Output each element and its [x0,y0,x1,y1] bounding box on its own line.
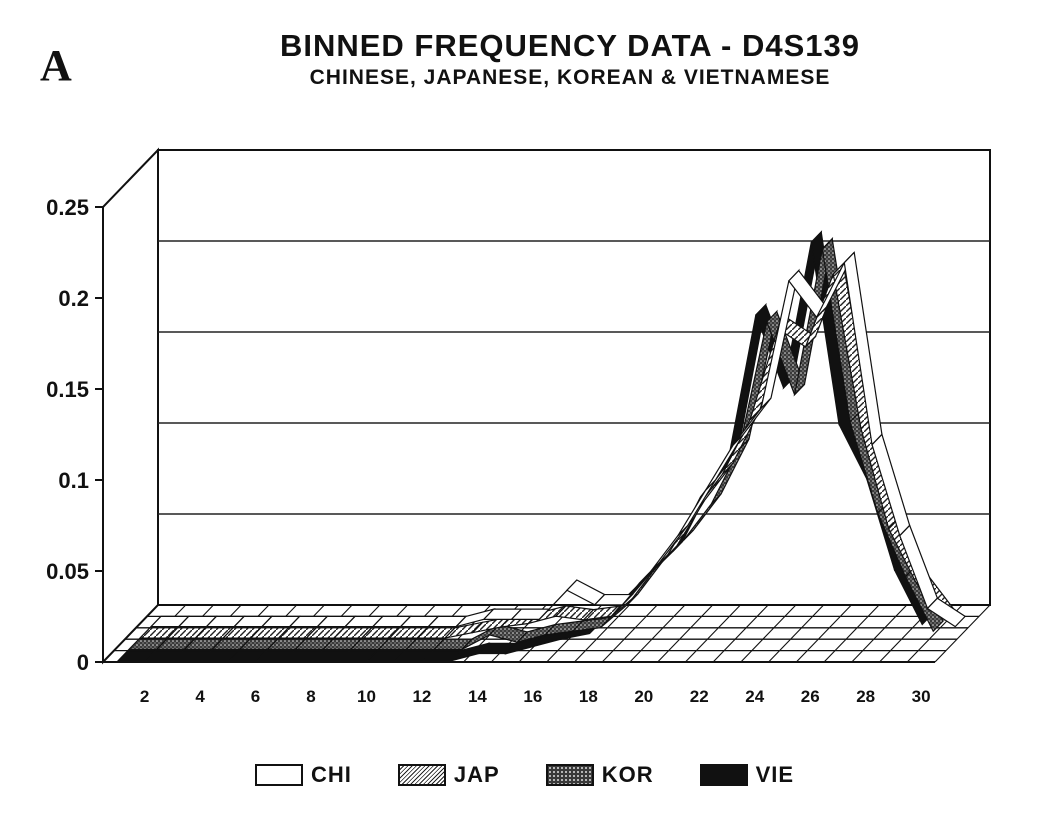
x-tick-label-14: 14 [468,687,487,706]
chart-title: BINNED FREQUENCY DATA - D4S139 [279,28,861,63]
floor-line-x-21 [685,604,741,663]
y-tick-label-5: 0.25 [46,195,89,220]
x-tick-label-18: 18 [579,687,598,706]
series-jap-ribbon [138,262,955,640]
legend: CHI JAP KOR VIE [255,762,794,788]
floor-line-x-30 [934,604,991,663]
y-tick-label-3: 0.15 [46,377,89,402]
legend-swatch-kor [545,764,594,786]
floor-line-x-19 [629,604,686,663]
legend-item-vie: VIE [699,762,795,788]
legend-swatch-jap [397,764,446,786]
x-tick-label-2: 2 [140,687,149,706]
side-wall [102,147,159,665]
legend-label-vie: VIE [755,762,795,787]
legend-item-chi: CHI [255,762,352,788]
series-chi-ribbon [149,251,967,628]
x-tick-label-20: 20 [634,687,653,706]
legend-label-jap: JAP [453,762,500,787]
floor-line-x-27 [851,604,908,663]
y-tick-label-0: 0 [77,650,89,675]
floor-line-x-24 [768,604,824,663]
floor-line-x-23 [740,604,797,663]
floor-line-x-22 [712,604,769,663]
floor-line-x-0 [102,604,159,663]
x-tick-label-30: 30 [912,687,931,706]
x-tick-label-16: 16 [523,687,542,706]
legend-item-jap: JAP [397,762,500,788]
legend-label-chi: CHI [311,762,352,787]
series-chi-segment-29 [926,597,967,628]
legend-item-kor: KOR [545,762,654,788]
x-tick-label-24: 24 [745,687,764,706]
floor-line-x-25 [795,604,852,663]
y-tick-label-2: 0.1 [58,468,89,493]
floor-line-x-18 [601,604,658,663]
y-tick-label-4: 0.2 [58,286,89,311]
floor-line-x-17 [574,604,630,663]
chart-subtitle: CHINESE, JAPANESE, KOREAN & VIETNAMESE [309,66,831,89]
x-tick-label-26: 26 [801,687,820,706]
x-tick-label-8: 8 [306,687,315,706]
legend-swatch-vie [699,764,748,786]
floor-line-x-26 [823,604,880,663]
y-tick-label-1: 0.05 [46,559,89,584]
x-tick-label-6: 6 [251,687,260,706]
legend-swatch-chi [255,764,303,786]
legend-label-kor: KOR [601,762,654,787]
x-tick-label-12: 12 [412,687,431,706]
floor-line-x-20 [657,604,714,663]
x-tick-label-4: 4 [195,687,205,706]
series-kor-ribbon [127,236,944,651]
x-tick-label-22: 22 [690,687,709,706]
x-tick-label-10: 10 [357,687,376,706]
x-tick-label-28: 28 [856,687,875,706]
panel-label: A [40,41,72,90]
